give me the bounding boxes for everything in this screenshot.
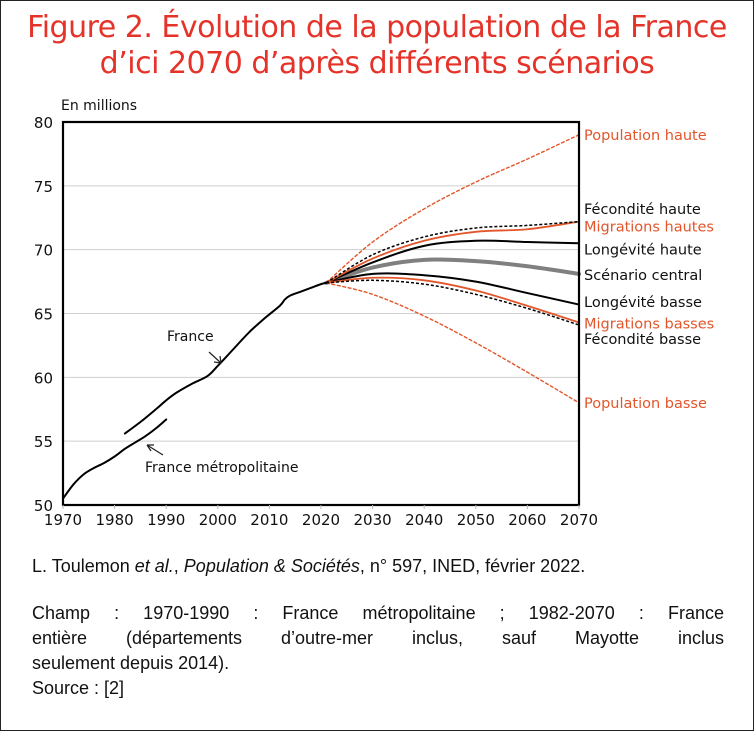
arrow-icon bbox=[146, 444, 164, 456]
series-label: Longévité haute bbox=[584, 243, 702, 259]
title-line-1: Figure 2. Évolution de la population de … bbox=[27, 10, 727, 45]
series-line-longevite-basse bbox=[325, 272, 580, 306]
series-line-population-haute bbox=[325, 134, 580, 284]
y-axis-unit-label: En millions bbox=[61, 98, 137, 114]
series-labels: Population haute Fécondité haute Migration… bbox=[584, 128, 714, 412]
series-label: Fécondité haute bbox=[584, 202, 701, 218]
series-line-longevite-haute bbox=[325, 239, 580, 284]
x-tick-label: 2060 bbox=[508, 511, 546, 529]
y-axis-ticks: 50 55 60 65 70 75 80 bbox=[34, 114, 53, 515]
series-label: Migrations hautes bbox=[584, 220, 714, 236]
series-line-fecondite-basse bbox=[326, 279, 580, 326]
x-tick-label: 1970 bbox=[44, 511, 82, 529]
series-label: Population basse bbox=[584, 396, 707, 412]
citation-etal: et al. bbox=[134, 556, 174, 576]
population-chart: 50 55 60 65 70 75 80 1970 1980 1990 2000 2010 2020 2… bbox=[34, 98, 714, 529]
x-tick-label: 2000 bbox=[199, 511, 237, 529]
x-tick-label: 2020 bbox=[302, 511, 340, 529]
series-line-migrations-basses bbox=[325, 276, 580, 324]
series-line-migrations-hautes bbox=[325, 220, 580, 284]
series-line-france-metropolitaine bbox=[62, 418, 168, 500]
citation: L. Toulemon et al., Population & Société… bbox=[32, 556, 585, 577]
series-lines bbox=[62, 134, 581, 500]
arrow-icon bbox=[208, 351, 222, 364]
series-label: Fécondité basse bbox=[584, 332, 701, 348]
y-tick-label: 75 bbox=[34, 178, 53, 196]
series-line-france bbox=[123, 281, 328, 435]
annotations: France France métropolitaine bbox=[145, 329, 298, 476]
series-line-fecondite-haute bbox=[325, 220, 580, 284]
y-tick-label: 80 bbox=[34, 114, 53, 132]
series-line-scenario-central bbox=[324, 257, 581, 285]
y-tick-label: 70 bbox=[34, 242, 53, 260]
x-tick-label: 2030 bbox=[354, 511, 392, 529]
citation-journal: Population & Sociétés bbox=[183, 556, 360, 576]
citation-rest: , n° 597, INED, février 2022. bbox=[359, 556, 586, 576]
notes-line-2: entière (départements d’outre-mer inclus… bbox=[32, 628, 724, 648]
title-line-2: d’ici 2070 d’après différents scénarios bbox=[99, 46, 655, 81]
x-axis-ticks: 1970 1980 1990 2000 2010 2020 2030 2040 2050 2060… bbox=[44, 505, 598, 529]
x-tick-label: 2070 bbox=[560, 511, 598, 529]
series-label: Longévité basse bbox=[584, 295, 702, 311]
y-tick-label: 50 bbox=[34, 497, 53, 515]
y-tick-label: 55 bbox=[34, 433, 53, 451]
notes-line-3: seulement depuis 2014). bbox=[32, 653, 230, 673]
figure-title: Figure 2. Évolution de la population de … bbox=[0, 10, 754, 82]
citation-author: L. Toulemon bbox=[32, 556, 135, 576]
series-line-population-basse bbox=[325, 282, 580, 404]
x-tick-label: 2010 bbox=[250, 511, 288, 529]
x-tick-label: 2050 bbox=[457, 511, 495, 529]
annotation-france: France bbox=[167, 329, 214, 345]
x-tick-label: 2040 bbox=[405, 511, 443, 529]
gridlines bbox=[63, 185, 579, 442]
series-label: Population haute bbox=[584, 128, 707, 144]
y-tick-label: 65 bbox=[34, 306, 53, 324]
notes-line-1: Champ : 1970-1990 : France métropolitain… bbox=[32, 603, 724, 623]
y-tick-label: 60 bbox=[34, 369, 53, 387]
series-label: Migrations basses bbox=[584, 317, 714, 333]
citation-sep: , bbox=[173, 556, 184, 576]
annotation-france-metropolitaine: France métropolitaine bbox=[145, 460, 298, 476]
notes: Champ : 1970-1990 : France métropolitain… bbox=[32, 601, 724, 701]
series-label: Scénario central bbox=[584, 268, 702, 284]
notes-line-4: Source : [2] bbox=[32, 678, 125, 698]
x-tick-label: 1990 bbox=[147, 511, 185, 529]
x-tick-label: 1980 bbox=[96, 511, 134, 529]
